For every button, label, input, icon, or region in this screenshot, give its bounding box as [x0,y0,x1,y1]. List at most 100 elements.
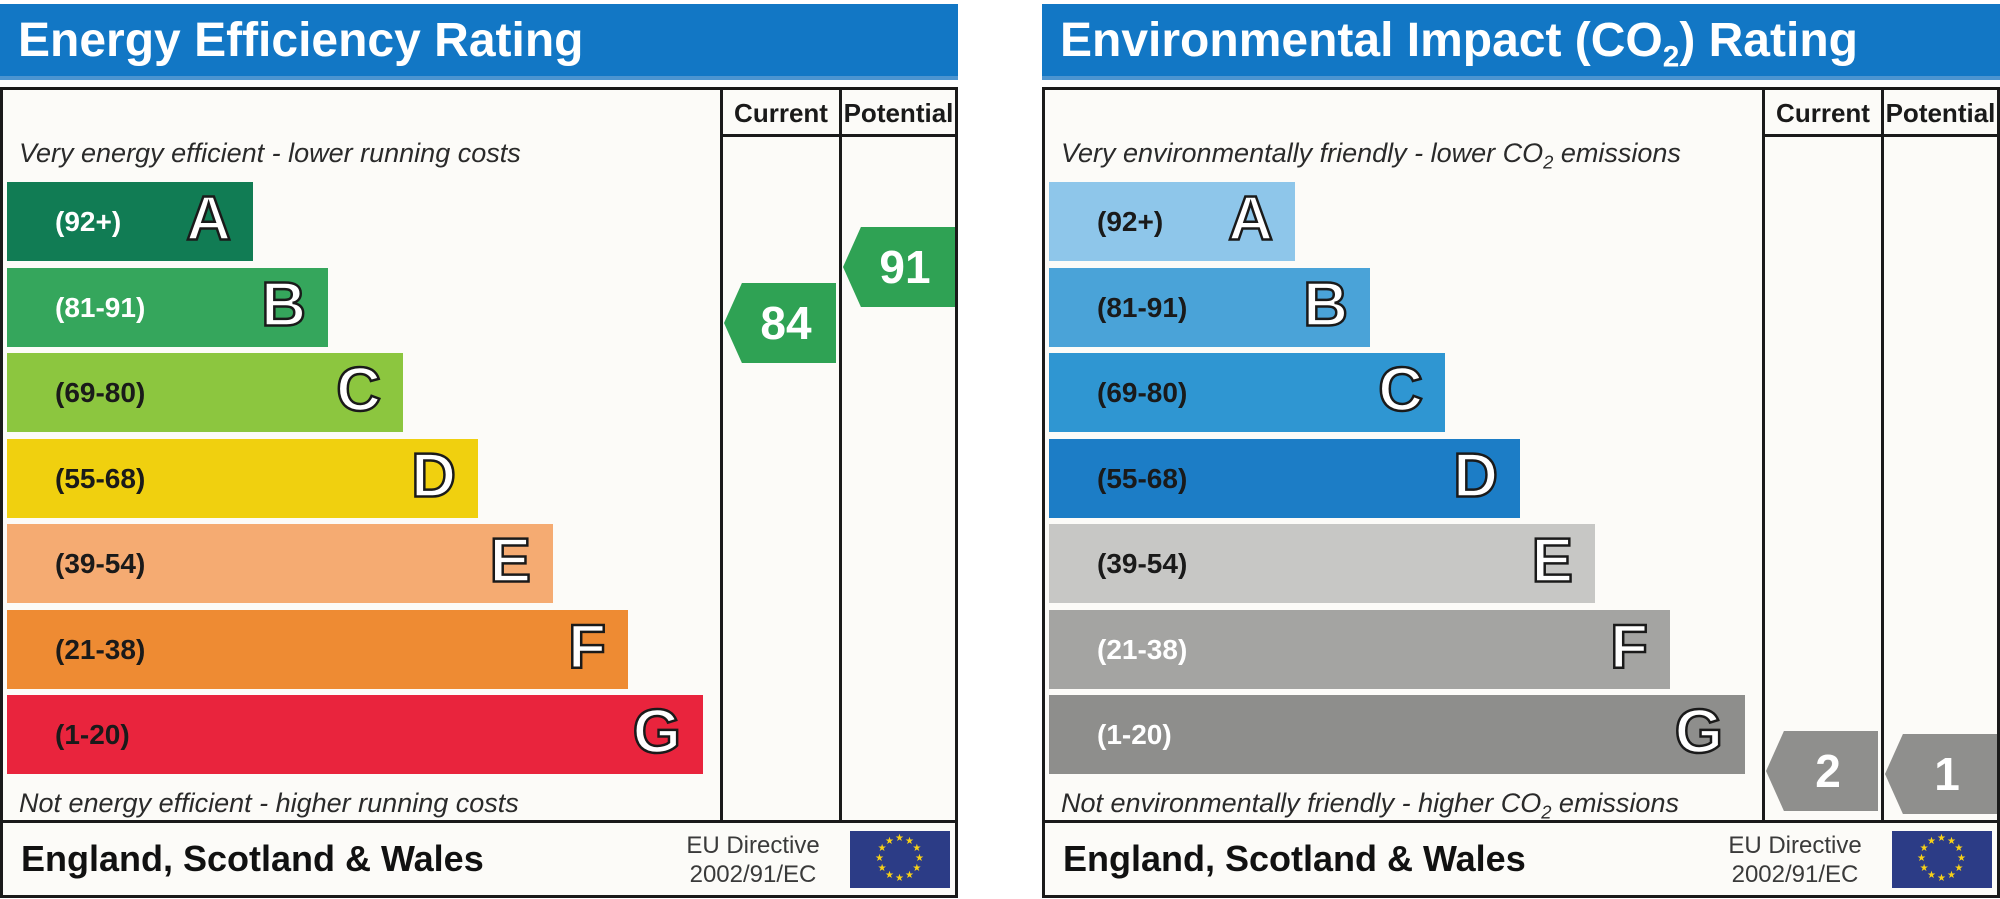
potential-rating-value: 91 [879,241,931,293]
chart-title-text: ) Rating [1679,14,1858,67]
band-range-label: (81-91) [1097,291,1188,323]
eu-flag-star: ★ [1917,853,1926,864]
chart-title-subscript: 2 [1662,40,1680,74]
eu-flag-star: ★ [1919,843,1929,854]
rating-table: Current Potential Very environmentally f… [1042,87,2000,823]
bottom-caption: Not energy efficient - higher running co… [19,788,519,818]
band-row-g: (1-20) G [1049,695,1745,774]
bottom-caption-subscript: 2 [1541,801,1552,823]
potential-column-header: Potential [843,98,954,128]
eu-flag-star: ★ [1947,870,1956,882]
eu-directive-line1: EU Directive [1728,832,1862,859]
band-letter: B [260,269,307,341]
band-row-e: (39-54) E [1049,524,1595,603]
band-row-c: (69-80) C [7,353,403,432]
band-letter: C [1377,354,1424,426]
band-row-f: (21-38) F [7,610,628,689]
bottom-caption: Not environmentally friendly - higher CO… [1061,788,1679,823]
band-letter: G [632,696,683,768]
band-letter: G [1674,696,1725,768]
band-range-label: (1-20) [55,718,130,750]
footer-region-label: England, Scotland & Wales [1063,838,1526,879]
eu-flag-star: ★ [1937,873,1946,884]
bottom-caption-text: emissions [1551,788,1679,818]
band-range-label: (21-38) [55,633,146,665]
current-rating-arrow: 2 [1766,731,1878,811]
band-letter: F [567,611,607,683]
eu-flag-star: ★ [1954,863,1964,874]
band-letter: B [1302,269,1349,341]
top-caption-subscript: 2 [1543,151,1554,173]
eu-flag-star: ★ [1947,835,1956,847]
eu-flag-star: ★ [912,863,922,874]
eu-flag-star: ★ [895,833,904,844]
column-divider [839,90,842,820]
chart-footer: England, Scotland & Wales EU Directive 2… [1042,820,2000,898]
band-row-e: (39-54) E [7,524,553,603]
band-row-d: (55-68) D [1049,439,1520,518]
top-caption: Very environmentally friendly - lower CO… [1061,138,1681,173]
band-range-label: (55-68) [55,462,146,494]
eu-directive-line2: 2002/91/EC [1731,861,1859,888]
band-letter: D [1452,440,1499,512]
band-letter: D [410,440,457,512]
top-caption-text: Very environmentally friendly - lower CO [1061,138,1544,168]
band-row-a: (92+) A [7,182,253,261]
band-letter: F [1609,611,1649,683]
band-range-label: (92+) [55,205,122,237]
footer-region-label: England, Scotland & Wales [21,838,484,879]
eu-directive-line1: EU Directive [686,832,820,859]
band-range-label: (81-91) [55,291,146,323]
band-range-label: (39-54) [1097,547,1188,579]
band-range-label: (1-20) [1097,718,1172,750]
current-rating-value: 2 [1815,745,1841,797]
chart-title-text: Environmental Impact (CO [1060,14,1663,67]
band-row-d: (55-68) D [7,439,478,518]
band-range-label: (21-38) [1097,633,1188,665]
current-column-header: Current [734,98,828,128]
eu-directive-label: EU Directive 2002/91/EC [1705,831,1885,889]
eu-directive-line2: 2002/91/EC [689,861,817,888]
band-row-a: (92+) A [1049,182,1295,261]
environmental-impact-chart: Environmental Impact (CO2) Rating Curren… [1042,0,2000,899]
eu-flag-star: ★ [885,870,894,882]
eu-flag-star: ★ [905,870,914,882]
chart-title: Energy Efficiency Rating [0,4,958,80]
band-row-b: (81-91) B [7,268,328,347]
chart-footer: England, Scotland & Wales EU Directive 2… [0,820,958,898]
eu-flag-star: ★ [877,863,887,874]
band-range-label: (92+) [1097,205,1164,237]
eu-flag-star: ★ [1957,853,1966,864]
band-row-f: (21-38) F [1049,610,1670,689]
eu-flag-star: ★ [1927,835,1936,847]
band-letter: A [185,183,232,255]
band-row-c: (69-80) C [1049,353,1445,432]
eu-flag-star: ★ [1954,843,1964,854]
eu-flag-star: ★ [1937,833,1946,844]
chart-title: Environmental Impact (CO2) Rating [1042,4,2000,80]
band-row-g: (1-20) G [7,695,703,774]
band-range-label: (69-80) [1097,376,1188,408]
column-divider [720,90,723,820]
current-rating-arrow: 84 [724,283,836,363]
band-range-label: (69-80) [55,376,146,408]
band-letter: C [335,354,382,426]
band-row-b: (81-91) B [1049,268,1370,347]
potential-column-header: Potential [1885,98,1996,128]
current-rating-value: 84 [760,297,812,349]
header-row-divider [1762,134,1997,137]
band-range-label: (39-54) [55,547,146,579]
eu-flag-star: ★ [875,853,884,864]
eu-flag: ★ ★ ★ ★ ★ ★ ★ ★ ★ ★ ★ ★ [1892,831,1992,888]
potential-rating-value: 1 [1934,748,1960,800]
eu-directive-label: EU Directive 2002/91/EC [663,831,843,889]
eu-flag-star: ★ [915,853,924,864]
column-divider [1762,90,1765,820]
top-caption: Very energy efficient - lower running co… [19,138,521,168]
potential-rating-arrow: 91 [843,227,955,307]
eu-flag: ★ ★ ★ ★ ★ ★ ★ ★ ★ ★ ★ ★ [850,831,950,888]
band-letter: E [1530,525,1574,597]
current-column-header: Current [1776,98,1870,128]
header-row-divider [720,134,955,137]
band-range-label: (55-68) [1097,462,1188,494]
